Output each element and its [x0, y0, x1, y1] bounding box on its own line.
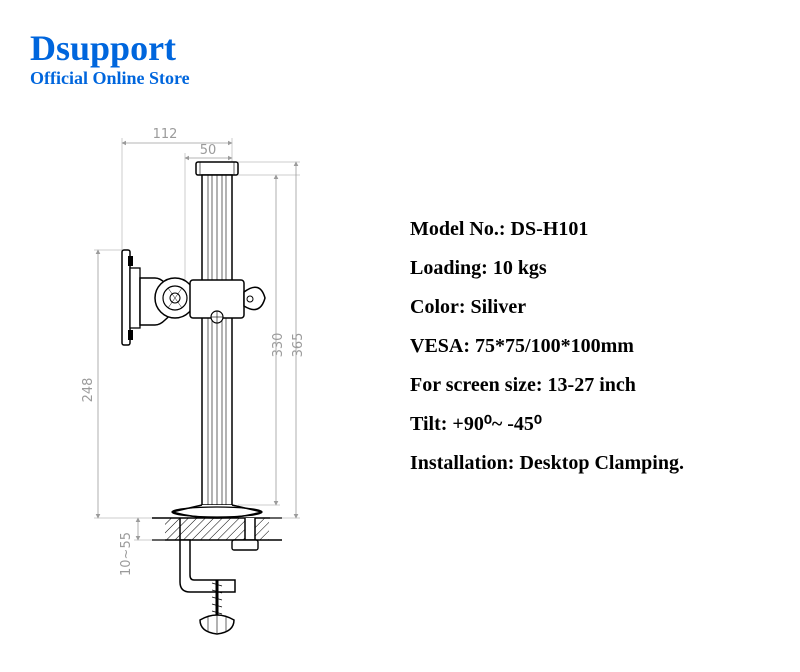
dim-top-inner: 50 — [200, 143, 217, 158]
dim-pole-inner: 330 — [271, 333, 286, 358]
engineering-diagram: 112 50 — [60, 120, 350, 640]
dim-pole-outer: 365 — [291, 333, 306, 358]
brand-block: Dsupport Official Online Store — [30, 30, 190, 89]
spec-install: Installation: Desktop Clamping. — [410, 444, 770, 483]
spec-tilt: Tilt: +90⁰~ -45⁰ — [410, 405, 770, 444]
spec-list: Model No.: DS-H101 Loading: 10 kgs Color… — [410, 210, 770, 483]
brand-title: Dsupport — [30, 30, 190, 66]
dim-base-clearance: 10~55 — [119, 532, 134, 576]
spec-loading: Loading: 10 kgs — [410, 249, 770, 288]
spec-model: Model No.: DS-H101 — [410, 210, 770, 249]
spec-screen: For screen size: 13-27 inch — [410, 366, 770, 405]
spec-color: Color: Siliver — [410, 288, 770, 327]
dim-top-width: 112 — [153, 127, 178, 142]
dim-bracket-height: 248 — [81, 378, 96, 403]
brand-subtitle: Official Online Store — [30, 68, 190, 89]
spec-vesa: VESA: 75*75/100*100mm — [410, 327, 770, 366]
